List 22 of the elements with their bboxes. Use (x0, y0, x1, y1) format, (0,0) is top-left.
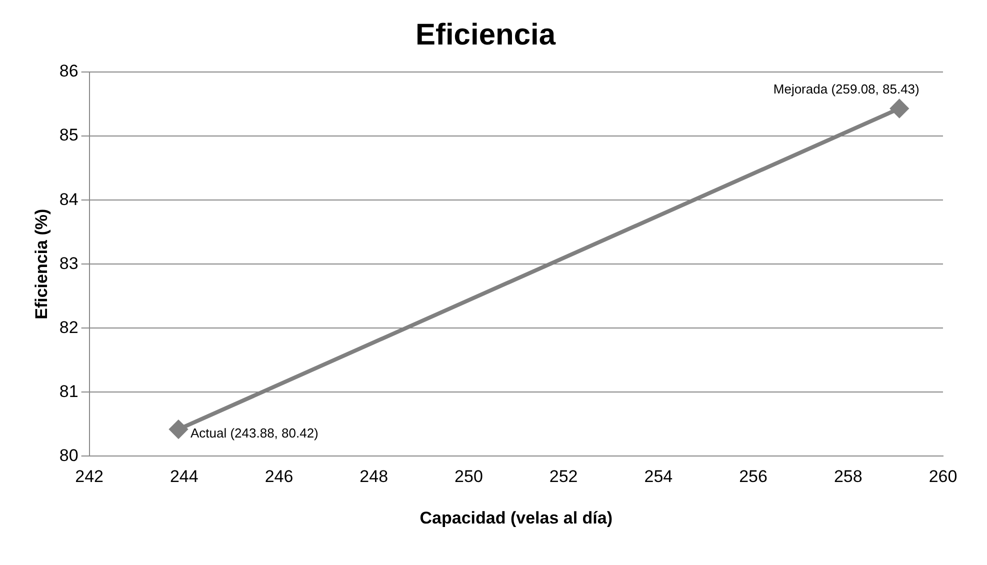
x-tick-label: 254 (644, 467, 673, 486)
x-axis-title: Capacidad (velas al día) (420, 508, 613, 528)
chart-title: Eficiencia (415, 18, 556, 52)
y-tick-label: 82 (59, 318, 78, 337)
x-tick-label: 260 (928, 467, 958, 486)
x-tick-label: 242 (75, 467, 104, 486)
x-tick-label: 244 (170, 467, 198, 486)
y-tick-label: 85 (59, 126, 78, 145)
x-tick-label: 256 (739, 467, 768, 486)
y-axis-title: Eficiencia (%) (32, 208, 51, 320)
y-tick-label: 81 (59, 382, 78, 401)
y-tick-label: 84 (59, 190, 78, 209)
y-tick-label: 86 (59, 62, 78, 81)
y-tick-label: 80 (59, 446, 78, 465)
annotation: Mejorada (259.08, 85.43) (773, 82, 920, 97)
x-tick-label: 248 (360, 467, 388, 486)
x-tick-label: 258 (834, 467, 862, 486)
x-tick-label: 250 (454, 467, 483, 486)
x-tick-label: 246 (264, 467, 294, 486)
annotation: Actual (243.88, 80.42) (190, 425, 318, 440)
y-tick-label: 83 (59, 254, 78, 273)
x-tick-label: 252 (549, 467, 578, 486)
